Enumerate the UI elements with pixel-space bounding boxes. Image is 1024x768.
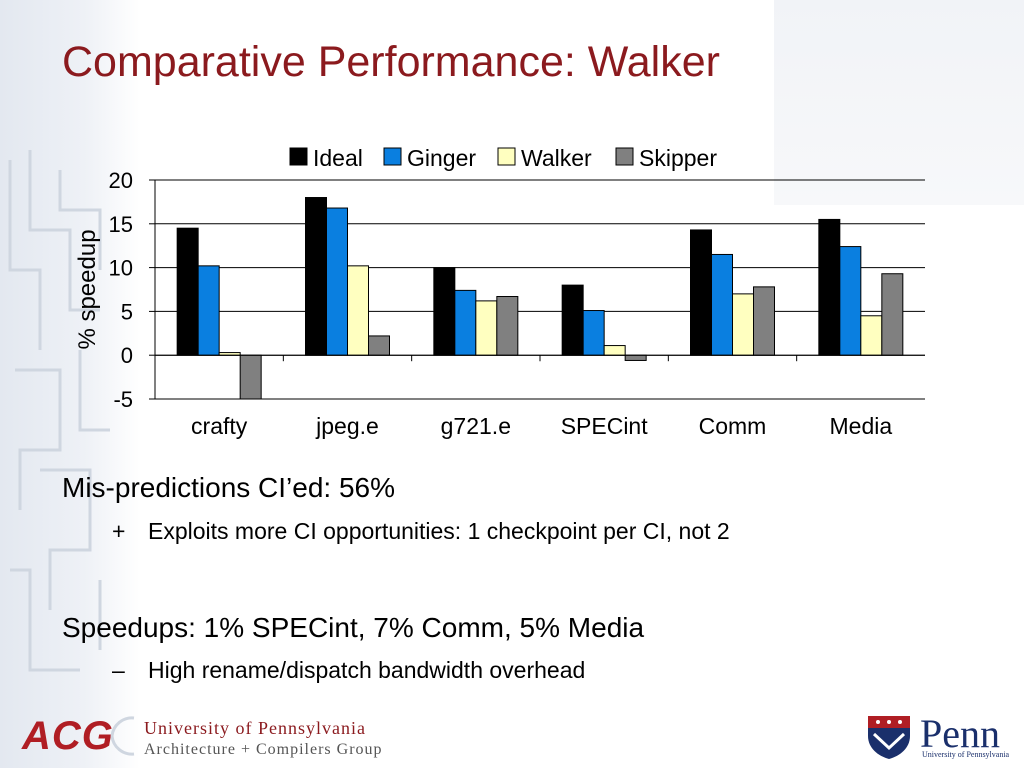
bar-walker-g721-e <box>475 300 498 356</box>
bar-ideal-specint <box>561 284 584 356</box>
bar-walker-comm <box>732 293 754 356</box>
bar-ideal-comm <box>690 229 712 356</box>
bar-skipper-comm <box>753 286 775 356</box>
y-tick-label: -5 <box>113 387 133 412</box>
group-name: Architecture + Compilers Group <box>144 741 383 758</box>
bar-chart: -5 0 5 10 15 20 % speedup crafty jpeg.e g721.e SPE… <box>74 145 925 439</box>
background-left-panel <box>0 0 140 768</box>
circuit-decoration <box>8 150 110 672</box>
bar-skipper-specint <box>624 354 647 361</box>
x-tick-label: SPECint <box>561 413 649 439</box>
bullet-mispredictions: Mis-predictions CI’ed: 56% <box>62 472 395 504</box>
bar-skipper-media <box>881 273 904 356</box>
y-tick-label: 10 <box>109 256 133 281</box>
bar-ideal-crafty <box>176 227 199 356</box>
legend-swatch-ginger <box>383 147 402 166</box>
bar-ginger-comm <box>711 253 733 356</box>
bullet-overhead: – High rename/dispatch bandwidth overhead <box>112 657 585 684</box>
x-tick-label: g721.e <box>441 413 511 439</box>
y-tick-label: 0 <box>121 343 133 368</box>
x-tick-label: Comm <box>699 413 767 439</box>
bullet-text: Mis-predictions CI’ed: 56% <box>62 472 396 503</box>
x-tick-label: crafty <box>191 413 248 439</box>
background-right-panel <box>774 0 1024 205</box>
bullet-marker: – <box>112 657 125 683</box>
slide-title: Comparative Performance: Walker <box>62 38 720 86</box>
bar-walker-jpeg-e <box>347 265 369 356</box>
legend-label-walker: Walker <box>521 145 592 171</box>
x-tick-label: jpeg.e <box>315 413 379 439</box>
bar-ideal-media <box>818 218 841 356</box>
bullet-speedups: Speedups: 1% SPECint, 7% Comm, 5% Media <box>62 612 644 644</box>
bar-skipper-crafty <box>239 354 262 400</box>
bar-ginger-media <box>839 246 862 356</box>
penn-footer-logo: Penn University of Pennsylvania <box>864 711 1014 762</box>
acg-footer: ACG University of Pennsylvania Architect… <box>0 702 420 768</box>
legend-swatch-ideal <box>289 147 308 166</box>
legend-label-ginger: Ginger <box>407 145 476 171</box>
bar-skipper-g721-e <box>496 296 519 356</box>
bullet-text: Speedups: 1% SPECint, 7% Comm, 5% Media <box>62 612 645 643</box>
university-name: University of Pennsylvania <box>144 718 366 738</box>
bar-ginger-specint <box>582 310 605 356</box>
bullet-exploits: + Exploits more CI opportunities: 1 check… <box>112 518 730 545</box>
y-tick-label: 5 <box>121 299 133 324</box>
bar-ideal-jpeg-e <box>305 197 327 356</box>
y-tick-label: 15 <box>109 212 133 237</box>
bullet-text: Exploits more CI opportunities: 1 checkp… <box>148 518 730 544</box>
bar-ginger-g721-e <box>454 289 477 356</box>
x-tick-label: Media <box>830 413 893 439</box>
legend-swatch-walker <box>497 147 516 166</box>
bullet-marker: + <box>112 518 126 544</box>
bar-skipper-jpeg-e <box>368 335 390 356</box>
bar-ginger-jpeg-e <box>326 207 348 356</box>
legend-label-skipper: Skipper <box>639 145 717 171</box>
logo-divider-icon <box>110 716 135 756</box>
bar-ginger-crafty <box>197 265 220 356</box>
bar-walker-media <box>860 315 883 356</box>
bar-ideal-g721-e <box>433 267 456 356</box>
bar-walker-specint <box>603 345 626 356</box>
penn-shield-icon <box>868 716 910 759</box>
legend-label-ideal: Ideal <box>313 145 363 171</box>
y-tick-label: 20 <box>109 168 133 193</box>
acg-logo: ACG <box>22 714 114 758</box>
legend-swatch-skipper <box>615 147 634 166</box>
y-axis-label: % speedup <box>74 229 101 349</box>
penn-subtitle: University of Pennsylvania <box>922 750 1010 759</box>
penn-wordmark: Penn <box>920 711 1000 756</box>
bullet-text: High rename/dispatch bandwidth overhead <box>148 657 586 683</box>
